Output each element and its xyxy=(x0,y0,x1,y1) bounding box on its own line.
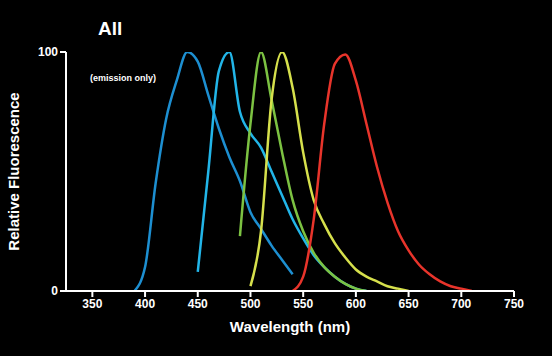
svg-text:100: 100 xyxy=(38,45,58,59)
html-text:(emission only): (emission only) xyxy=(90,73,156,83)
svg-text:450: 450 xyxy=(188,297,208,311)
svg-text:550: 550 xyxy=(293,297,313,311)
svg-text:0: 0 xyxy=(51,284,58,298)
svg-text:400: 400 xyxy=(135,297,155,311)
html-text:All: All xyxy=(98,18,123,39)
svg-text:Wavelength (nm): Wavelength (nm) xyxy=(230,318,350,335)
svg-text:Relative Fluorescence: Relative Fluorescence xyxy=(5,92,22,250)
svg-text:350: 350 xyxy=(82,297,102,311)
svg-text:700: 700 xyxy=(451,297,471,311)
svg-text:650: 650 xyxy=(399,297,419,311)
svg-text:750: 750 xyxy=(504,297,524,311)
svg-text:500: 500 xyxy=(240,297,260,311)
svg-text:600: 600 xyxy=(346,297,366,311)
